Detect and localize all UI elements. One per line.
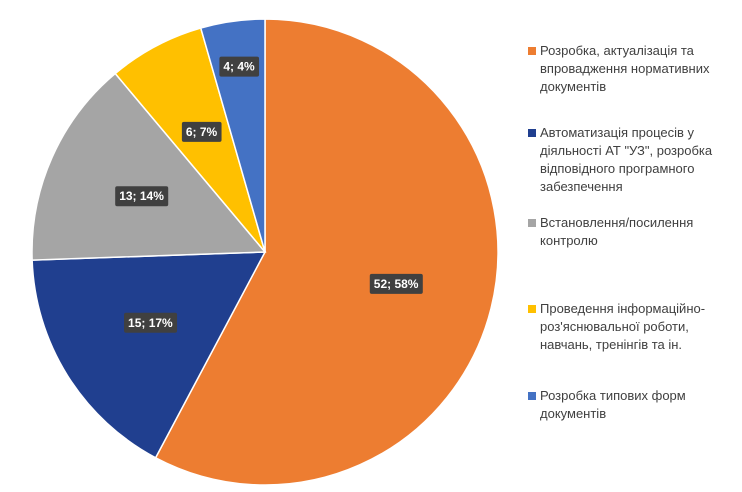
legend-item: Розробка типових форм документів bbox=[528, 387, 738, 423]
pie-slice bbox=[31, 72, 267, 261]
data-label: 15; 17% bbox=[128, 316, 173, 330]
legend-swatch bbox=[528, 392, 536, 400]
pie-slice bbox=[154, 18, 499, 486]
legend-label: Розробка, актуалізація та впровадження н… bbox=[540, 43, 710, 94]
data-label-box bbox=[219, 56, 260, 77]
data-label: 52; 58% bbox=[374, 277, 419, 291]
legend-item: Розробка, актуалізація та впровадження н… bbox=[528, 42, 738, 96]
legend-label: Розробка типових форм документів bbox=[540, 388, 686, 421]
legend-swatch bbox=[528, 305, 536, 313]
data-label-box bbox=[369, 273, 423, 294]
legend-label: Проведення інформаційно-роз'яснювальної … bbox=[540, 301, 706, 352]
data-label-box bbox=[124, 312, 178, 333]
legend-item: Проведення інформаційно-роз'яснювальної … bbox=[528, 300, 738, 354]
legend-label: Встановлення/посилення контролю bbox=[540, 215, 694, 248]
data-label: 6; 7% bbox=[186, 125, 218, 139]
data-label: 4; 4% bbox=[223, 60, 255, 74]
data-label-box bbox=[181, 121, 222, 142]
pie-slice bbox=[31, 251, 267, 459]
data-label: 13; 14% bbox=[119, 189, 164, 203]
legend-swatch bbox=[528, 47, 536, 55]
legend-item: Встановлення/посилення контролю bbox=[528, 214, 738, 250]
data-label-box bbox=[115, 186, 169, 207]
legend-label: Автоматизація процесів у діяльності АТ "… bbox=[540, 125, 713, 194]
legend-swatch bbox=[528, 219, 536, 227]
pie-slice bbox=[199, 18, 266, 253]
legend-item: Автоматизація процесів у діяльності АТ "… bbox=[528, 124, 738, 196]
legend-swatch bbox=[528, 129, 536, 137]
